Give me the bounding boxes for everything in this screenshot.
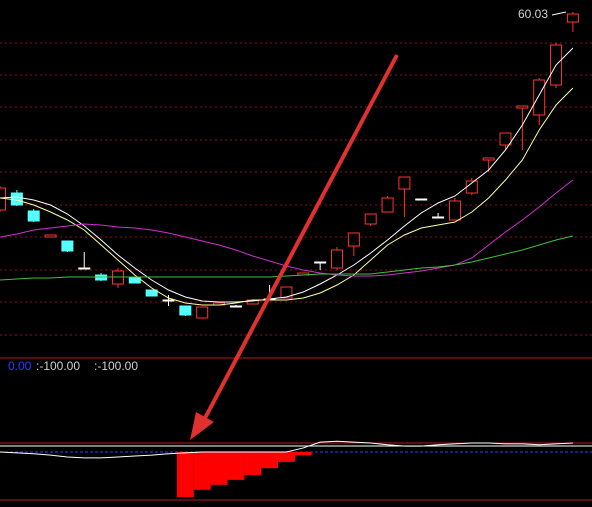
candle-body: [10, 192, 23, 206]
candle-body: [229, 305, 242, 308]
candle-body: [381, 197, 394, 213]
candle-body: [499, 132, 512, 146]
candle-body: [314, 261, 327, 264]
indicator-panel: [0, 440, 573, 497]
candle-body: [482, 157, 495, 161]
candle-body: [196, 306, 209, 319]
candle-body: [566, 13, 579, 23]
candle-body: [162, 299, 175, 302]
candle-body: [364, 213, 377, 225]
bar: [210, 452, 228, 485]
candle-body: [78, 267, 91, 270]
candle-body: [280, 286, 293, 299]
bar: [193, 452, 211, 490]
moving-average: [0, 235, 574, 281]
candle-body: [179, 305, 192, 316]
annotation-arrowhead: [190, 412, 214, 440]
candle-body: [448, 200, 461, 221]
candle-body: [61, 240, 74, 252]
bar: [294, 452, 312, 456]
candle-body: [516, 105, 529, 109]
candle-body: [415, 198, 428, 201]
bar: [277, 452, 295, 462]
bar: [261, 452, 279, 469]
bar: [244, 452, 262, 475]
bar: [176, 452, 194, 497]
annotation-arrow: [202, 54, 399, 421]
moving-average: [0, 47, 574, 303]
high-pointer: [551, 11, 567, 16]
candle-body: [432, 216, 445, 219]
candle-body: [27, 210, 40, 222]
moving-average: [0, 87, 574, 306]
candle-body: [331, 249, 343, 269]
bar: [227, 452, 245, 480]
candle-body: [145, 289, 158, 297]
candle-body: [533, 79, 546, 116]
high-label: 60.03: [518, 7, 548, 21]
indicator-value: :-100.00: [94, 359, 138, 373]
candle-body: [44, 234, 57, 238]
candle-body: [347, 232, 360, 247]
candle-body: [398, 176, 411, 190]
indicator-line: [0, 440, 573, 459]
grid: [0, 42, 592, 336]
indicator-value: :-100.00: [36, 359, 80, 373]
indicator-value: 0.00: [8, 359, 32, 373]
